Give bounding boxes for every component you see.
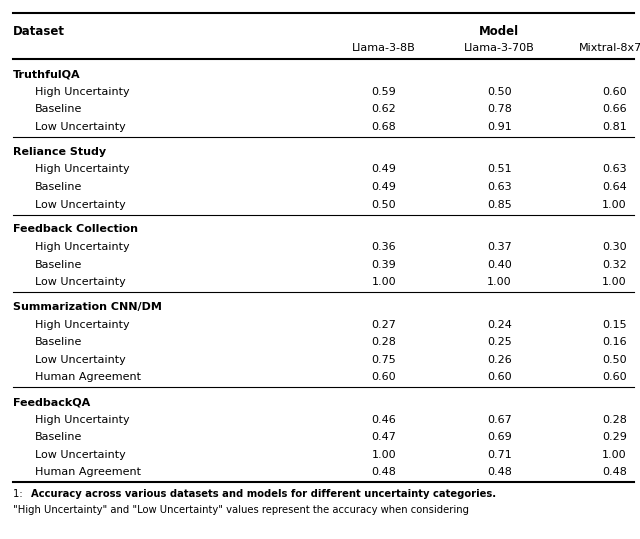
Text: 0.29: 0.29 (602, 432, 627, 443)
Text: 1.00: 1.00 (372, 277, 396, 287)
Text: "High Uncertainty" and "Low Uncertainty" values represent the accuracy when cons: "High Uncertainty" and "Low Uncertainty"… (13, 505, 468, 515)
Text: High Uncertainty: High Uncertainty (35, 242, 130, 252)
Text: 0.66: 0.66 (602, 105, 627, 114)
Text: 0.49: 0.49 (372, 182, 396, 192)
Text: Baseline: Baseline (35, 432, 83, 443)
Text: Baseline: Baseline (35, 182, 83, 192)
Text: Llama-3-8B: Llama-3-8B (352, 43, 416, 53)
Text: 0.16: 0.16 (602, 337, 627, 347)
Text: 0.68: 0.68 (372, 122, 396, 132)
Text: 0.85: 0.85 (487, 199, 511, 210)
Text: 0.28: 0.28 (602, 414, 627, 425)
Text: FeedbackQA: FeedbackQA (13, 397, 90, 407)
Text: 0.47: 0.47 (372, 432, 396, 443)
Text: 0.78: 0.78 (487, 105, 511, 114)
Text: 0.48: 0.48 (487, 467, 511, 478)
Text: 0.36: 0.36 (372, 242, 396, 252)
Text: 0.75: 0.75 (372, 355, 396, 365)
Text: 1.00: 1.00 (602, 277, 627, 287)
Text: 0.26: 0.26 (487, 355, 511, 365)
Text: 0.67: 0.67 (487, 414, 511, 425)
Text: 0.71: 0.71 (487, 450, 511, 460)
Text: Baseline: Baseline (35, 260, 83, 270)
Text: 0.63: 0.63 (602, 164, 627, 175)
Text: 0.62: 0.62 (372, 105, 396, 114)
Text: 0.39: 0.39 (372, 260, 396, 270)
Text: 0.60: 0.60 (602, 372, 627, 382)
Text: 1.00: 1.00 (602, 199, 627, 210)
Text: 0.50: 0.50 (487, 87, 511, 97)
Text: Human Agreement: Human Agreement (35, 372, 141, 382)
Text: Feedback Collection: Feedback Collection (13, 224, 138, 234)
Text: Reliance Study: Reliance Study (13, 147, 106, 157)
Text: 0.60: 0.60 (602, 87, 627, 97)
Text: 0.15: 0.15 (602, 320, 627, 329)
Text: Dataset: Dataset (13, 25, 65, 38)
Text: Summarization CNN/DM: Summarization CNN/DM (13, 302, 162, 312)
Text: Baseline: Baseline (35, 105, 83, 114)
Text: Low Uncertainty: Low Uncertainty (35, 450, 126, 460)
Text: High Uncertainty: High Uncertainty (35, 414, 130, 425)
Text: 0.48: 0.48 (372, 467, 396, 478)
Text: Low Uncertainty: Low Uncertainty (35, 355, 126, 365)
Text: High Uncertainty: High Uncertainty (35, 320, 130, 329)
Text: Mixtral-8x7B: Mixtral-8x7B (579, 43, 640, 53)
Text: 0.63: 0.63 (487, 182, 511, 192)
Text: TruthfulQA: TruthfulQA (13, 70, 81, 79)
Text: 0.46: 0.46 (372, 414, 396, 425)
Text: 1:: 1: (13, 489, 26, 499)
Text: 0.28: 0.28 (372, 337, 396, 347)
Text: 0.25: 0.25 (487, 337, 511, 347)
Text: 0.91: 0.91 (487, 122, 511, 132)
Text: 1.00: 1.00 (372, 450, 396, 460)
Text: 0.60: 0.60 (487, 372, 511, 382)
Text: 0.32: 0.32 (602, 260, 627, 270)
Text: 0.51: 0.51 (487, 164, 511, 175)
Text: 0.50: 0.50 (602, 355, 627, 365)
Text: 1.00: 1.00 (487, 277, 511, 287)
Text: High Uncertainty: High Uncertainty (35, 164, 130, 175)
Text: 0.81: 0.81 (602, 122, 627, 132)
Text: High Uncertainty: High Uncertainty (35, 87, 130, 97)
Text: 1.00: 1.00 (602, 450, 627, 460)
Text: 0.50: 0.50 (372, 199, 396, 210)
Text: 0.69: 0.69 (487, 432, 511, 443)
Text: 0.30: 0.30 (602, 242, 627, 252)
Text: 0.60: 0.60 (372, 372, 396, 382)
Text: 0.48: 0.48 (602, 467, 627, 478)
Text: Human Agreement: Human Agreement (35, 467, 141, 478)
Text: Low Uncertainty: Low Uncertainty (35, 277, 126, 287)
Text: 0.37: 0.37 (487, 242, 511, 252)
Text: 0.64: 0.64 (602, 182, 627, 192)
Text: 0.40: 0.40 (487, 260, 511, 270)
Text: 0.24: 0.24 (487, 320, 511, 329)
Text: 0.27: 0.27 (372, 320, 396, 329)
Text: Accuracy across various datasets and models for different uncertainty categories: Accuracy across various datasets and mod… (31, 489, 496, 499)
Text: Llama-3-70B: Llama-3-70B (464, 43, 534, 53)
Text: Low Uncertainty: Low Uncertainty (35, 199, 126, 210)
Text: 0.59: 0.59 (372, 87, 396, 97)
Text: Low Uncertainty: Low Uncertainty (35, 122, 126, 132)
Text: 0.49: 0.49 (372, 164, 396, 175)
Text: Baseline: Baseline (35, 337, 83, 347)
Text: Model: Model (479, 25, 519, 38)
